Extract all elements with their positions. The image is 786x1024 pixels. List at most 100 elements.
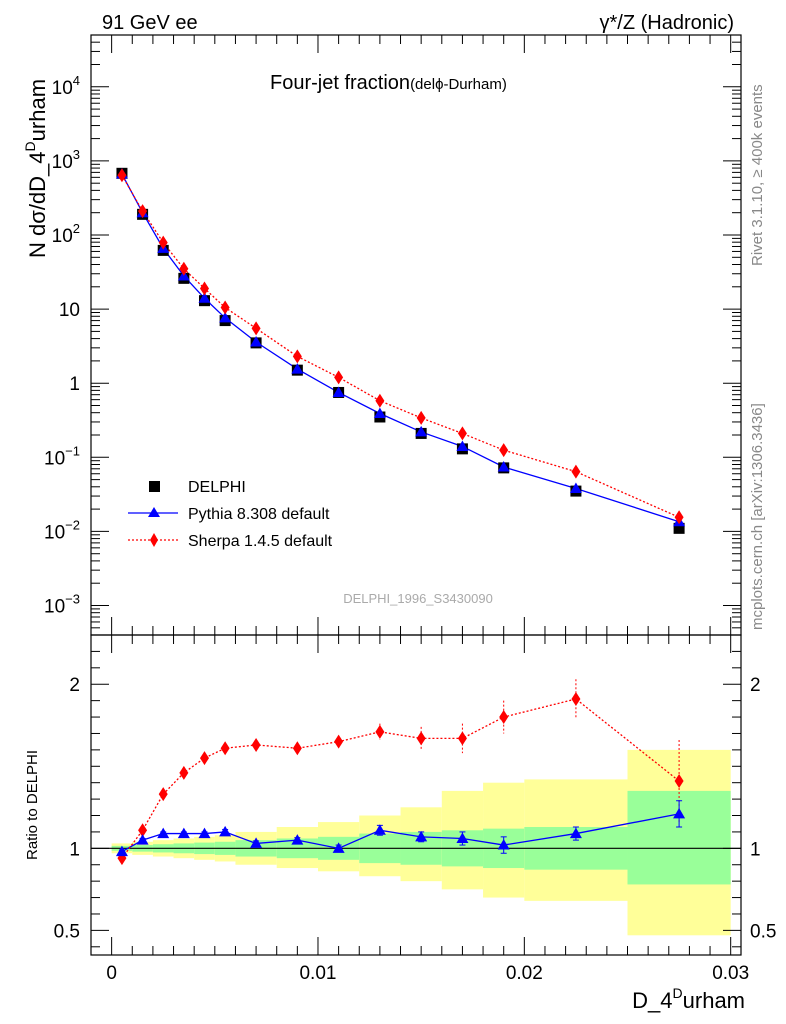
pythia-point bbox=[291, 363, 304, 374]
sherpa-ratio-point bbox=[179, 765, 189, 780]
ratio-y-tick-label-left: 2 bbox=[69, 675, 80, 696]
sherpa-ratio-point bbox=[674, 774, 684, 789]
x-tick-label: 0.02 bbox=[506, 963, 543, 984]
sherpa-ratio-point bbox=[499, 710, 509, 725]
y-tick-label: 10 bbox=[59, 300, 80, 321]
y-tick-label: 103 bbox=[52, 147, 80, 173]
pythia-ratio-point bbox=[219, 825, 232, 837]
ratio-y-tick-label-left: 1 bbox=[69, 839, 80, 860]
sherpa-ratio-point bbox=[334, 734, 344, 749]
sherpa-point bbox=[292, 349, 302, 364]
sherpa-ratio-point bbox=[416, 731, 426, 746]
pythia-point bbox=[415, 425, 428, 437]
sherpa-point bbox=[251, 321, 261, 336]
pythia-ratio-point bbox=[198, 827, 211, 839]
pythia-ratio-point bbox=[136, 834, 149, 845]
pythia-point bbox=[219, 311, 232, 323]
ratio-y-tick-label-left: 0.5 bbox=[54, 921, 80, 942]
sherpa-point bbox=[220, 300, 230, 315]
header-left: 91 GeV ee bbox=[102, 12, 198, 34]
x-tick-label: 0.03 bbox=[712, 963, 749, 984]
legend-entry-sherpa: Sherpa 1.4.5 default bbox=[128, 533, 333, 550]
pythia-point bbox=[332, 386, 345, 397]
pythia-point bbox=[569, 482, 582, 493]
pythia-ratio-point bbox=[569, 827, 582, 839]
pythia-ratio-point bbox=[157, 827, 170, 839]
pythia-point bbox=[456, 440, 469, 451]
legend-marker-pythia bbox=[148, 507, 160, 517]
sherpa-point bbox=[416, 410, 426, 425]
pythia-ratio-point bbox=[177, 827, 190, 839]
x-tick-label: 0.01 bbox=[299, 963, 336, 984]
pythia-ratio-point bbox=[373, 824, 386, 835]
sherpa-ratio-point bbox=[251, 737, 261, 752]
y-tick-label: 104 bbox=[52, 73, 80, 99]
sherpa-ratio-line bbox=[121, 698, 680, 859]
ratio-plot-frame bbox=[90, 634, 742, 956]
sherpa-ratio-point bbox=[457, 731, 467, 746]
pythia-point bbox=[198, 292, 211, 303]
pythia-point bbox=[250, 335, 263, 347]
ratio-y-tick-label-right: 1 bbox=[750, 839, 761, 860]
y-tick-label: 10−1 bbox=[44, 443, 80, 469]
pythia-ratio-point bbox=[456, 832, 469, 843]
pythia-ratio-point bbox=[332, 842, 345, 853]
sherpa-point bbox=[674, 510, 684, 525]
legend-entry-pythia: Pythia 8.308 default bbox=[128, 506, 330, 523]
plot-title-main: Four-jet fraction bbox=[270, 72, 410, 94]
x-tick-label: 0 bbox=[106, 963, 117, 984]
sherpa-ratio-point bbox=[158, 787, 168, 802]
analysis-watermark: DELPHI_1996_S3430090 bbox=[343, 591, 493, 606]
sherpa-point bbox=[457, 426, 467, 441]
pythia-ratio-point bbox=[250, 837, 263, 848]
y-tick-label: 102 bbox=[52, 221, 80, 247]
pythia-ratio-point bbox=[415, 830, 428, 842]
sherpa-point bbox=[158, 235, 168, 250]
sherpa-point bbox=[199, 281, 209, 296]
pythia-ratio-point bbox=[673, 807, 686, 819]
sherpa-ratio-point bbox=[220, 741, 230, 756]
legend-entry-delphi: DELPHI bbox=[149, 479, 246, 496]
y-tick-label: 10−2 bbox=[44, 517, 80, 543]
pythia-line bbox=[121, 173, 680, 523]
plot-title-sub: (delϕ-Durham) bbox=[410, 76, 507, 93]
sherpa-line bbox=[121, 174, 680, 518]
sherpa-point bbox=[334, 370, 344, 385]
ratio-y-tick-label-right: 0.5 bbox=[750, 921, 776, 942]
legend-label-pythia: Pythia 8.308 default bbox=[188, 506, 330, 523]
pythia-ratio-point bbox=[497, 839, 510, 850]
x-axis-label: D_4Durham bbox=[632, 985, 745, 1013]
rivet-label: Rivet 3.1.10, ≥ 400k events bbox=[749, 84, 766, 266]
delphi-point bbox=[673, 522, 685, 534]
sherpa-point bbox=[571, 464, 581, 479]
legend-label-delphi: DELPHI bbox=[188, 479, 246, 496]
header-right: γ*/Z (Hadronic) bbox=[600, 12, 734, 34]
pythia-point bbox=[373, 407, 386, 419]
pythia-ratio-point bbox=[291, 834, 304, 845]
sherpa-point bbox=[179, 261, 189, 276]
sherpa-point bbox=[117, 168, 127, 183]
ratio-uncertainty-bands bbox=[91, 749, 741, 936]
sherpa-ratio-point bbox=[375, 724, 385, 739]
legend-marker-delphi bbox=[149, 481, 160, 492]
sherpa-ratio-point bbox=[571, 692, 581, 706]
sherpa-point bbox=[375, 393, 385, 408]
sherpa-ratio-point bbox=[199, 751, 209, 766]
y-axis-label: N dσ/dD_4Durham bbox=[22, 79, 50, 258]
sherpa-point bbox=[138, 204, 148, 219]
sherpa-ratio-point bbox=[138, 823, 148, 838]
legend-label-sherpa: Sherpa 1.4.5 default bbox=[188, 533, 333, 550]
sherpa-ratio-point bbox=[292, 741, 302, 756]
ratio-y-tick-label-right: 2 bbox=[750, 675, 761, 696]
legend-marker-sherpa bbox=[150, 533, 158, 547]
plot-title: Four-jet fraction(delϕ-Durham) bbox=[270, 72, 507, 94]
sherpa-point bbox=[499, 443, 509, 458]
pythia-point bbox=[497, 460, 510, 472]
ratio-y-axis-label: Ratio to DELPHI bbox=[24, 750, 41, 860]
y-tick-label: 10−3 bbox=[44, 592, 80, 618]
mcplots-label: mcplots.cern.ch [arXiv:1306.3436] bbox=[749, 403, 766, 630]
legend: DELPHI Pythia 8.308 default Sherpa 1.4.5… bbox=[128, 479, 333, 550]
pythia-ratio-point bbox=[115, 845, 128, 857]
y-tick-label: 1 bbox=[69, 374, 80, 395]
